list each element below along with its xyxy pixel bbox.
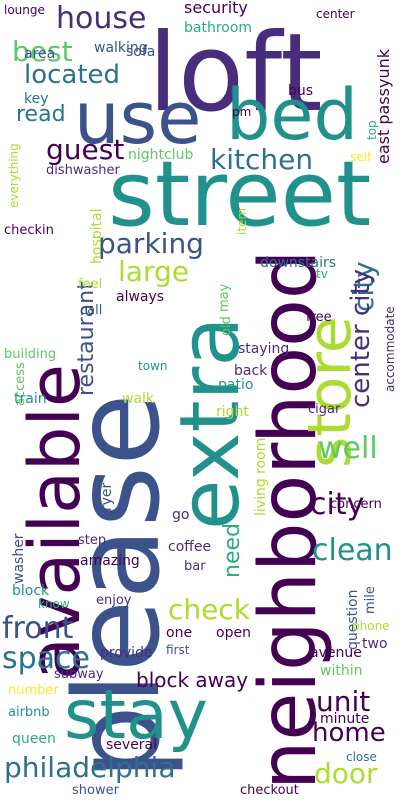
word-mile: mile — [363, 586, 378, 614]
word-staying: staying — [238, 341, 290, 357]
word-self: self — [350, 150, 372, 164]
word-clean: clean — [312, 533, 393, 568]
word-old: old — [219, 316, 234, 336]
word-space: space — [2, 641, 91, 676]
word-center: center — [316, 7, 355, 21]
word-bed: bed — [226, 74, 358, 156]
word-feel: feel — [78, 277, 103, 292]
word-center-city: center city — [346, 268, 376, 408]
word-security: security — [184, 0, 248, 17]
word-east-passyunk: east passyunk — [374, 49, 393, 164]
word-philadelphia: philadelphia — [4, 751, 176, 784]
word-enjoy: enjoy — [96, 593, 132, 608]
word-avenue: avenue — [310, 645, 362, 661]
word-bus: bus — [288, 83, 314, 99]
word-item: item — [235, 207, 249, 235]
word-back: back — [234, 363, 268, 379]
word-key: key — [24, 91, 49, 107]
word-house: house — [56, 1, 147, 36]
word-lounge: lounge — [4, 3, 45, 17]
word-two: two — [362, 636, 388, 652]
word-number: number — [8, 683, 59, 698]
word-city: city — [310, 487, 365, 522]
word-use: use — [74, 76, 202, 160]
word-living-room: living room — [253, 437, 269, 516]
word-well: well — [318, 431, 378, 466]
word-close: close — [346, 750, 377, 764]
word-home: home — [312, 718, 386, 748]
word-checkin: checkin — [4, 223, 54, 238]
word-front: front — [2, 611, 74, 646]
word-within: within — [320, 663, 363, 679]
word-block: block — [12, 583, 50, 599]
word-washer: washer — [11, 533, 27, 584]
word-area: area — [24, 46, 56, 62]
word-check: check — [168, 593, 250, 626]
word-may: may — [217, 283, 232, 312]
word-call: call — [80, 303, 103, 318]
word-always: always — [116, 289, 165, 305]
word-queen: queen — [12, 731, 56, 747]
word-parking: parking — [98, 227, 204, 260]
word-concern: concern — [330, 497, 382, 512]
word-street: street — [108, 142, 372, 247]
word-step: step — [78, 533, 107, 548]
word-hospital: hospital — [89, 208, 105, 264]
word-door: door — [314, 757, 378, 790]
word-free: free — [306, 310, 332, 325]
word-checkout: checkout — [240, 783, 299, 798]
word-stay: stay — [64, 676, 209, 755]
word-nightclub: nightclub — [128, 147, 194, 163]
word-best: best — [12, 35, 73, 68]
word-first: first — [166, 643, 190, 657]
word-shower: shower — [72, 783, 119, 798]
word-several: several — [106, 737, 158, 753]
word-amazing: amazing — [80, 553, 140, 569]
word-patio: patio — [218, 377, 254, 393]
word-know: know — [38, 597, 70, 611]
word-bathroom: bathroom — [184, 20, 253, 36]
word-dryer: dryer — [99, 482, 115, 520]
word-sofa: sofa — [126, 44, 156, 60]
word-accommodate: accommodate — [383, 306, 397, 392]
word-downstairs: downstairs — [260, 255, 337, 271]
word-go: go — [172, 507, 190, 523]
word-phone: phone — [352, 619, 390, 633]
word-provide: provide — [100, 645, 153, 661]
word-walk: walk — [122, 391, 155, 407]
word-bar: bar — [184, 559, 206, 574]
word-airbnb: airbnb — [8, 705, 50, 720]
word-right: right — [216, 404, 249, 420]
word-pm: pm — [232, 105, 252, 119]
word-cigar: cigar — [308, 402, 341, 417]
word-open: open — [216, 625, 251, 641]
word-kitchen: kitchen — [210, 143, 314, 176]
word-train: train — [14, 391, 47, 407]
word-one: one — [166, 625, 193, 641]
word-read: read — [16, 102, 66, 127]
word-tv: tv — [316, 267, 328, 281]
word-block-away: block away — [136, 668, 249, 692]
word-everything: everything — [7, 143, 21, 208]
word-building: building — [4, 347, 57, 362]
word-walking: walking — [94, 40, 148, 56]
word-coffee: coffee — [168, 539, 212, 555]
word-unit: unit — [316, 685, 371, 718]
word-top: top — [365, 120, 379, 140]
word-loft: loft — [148, 11, 323, 136]
word-town: town — [138, 359, 168, 373]
word-located: located — [24, 60, 121, 90]
word-guest: guest — [46, 133, 125, 166]
word-large: large — [118, 255, 189, 288]
word-minute: minute — [320, 711, 370, 727]
word-restaurant: restaurant — [74, 281, 99, 396]
word-subway: subway — [54, 667, 104, 682]
word-dishwasher: dishwasher — [46, 163, 120, 178]
word-need: need — [220, 523, 245, 578]
